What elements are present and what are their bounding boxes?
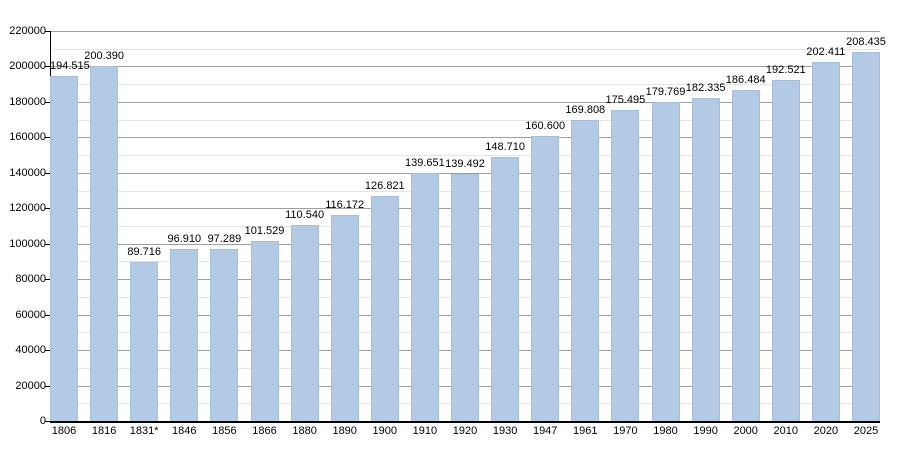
bar-value-label: 101.529 xyxy=(244,225,285,238)
y-tick-label: 0 xyxy=(39,415,46,427)
bar-value-label: 200.390 xyxy=(84,49,124,62)
x-tick-label: 1866 xyxy=(252,425,277,437)
y-tick-label: 200000 xyxy=(9,60,46,73)
major-gridline xyxy=(50,31,880,32)
bar-value-label: 202.411 xyxy=(806,46,846,59)
bar-1990 xyxy=(691,97,720,421)
bar-value-label: 110.540 xyxy=(285,209,325,222)
x-tick-label: 2020 xyxy=(813,425,839,437)
bar-1961 xyxy=(571,119,600,421)
minor-gridline xyxy=(50,155,880,157)
y-axis-tick xyxy=(45,243,50,245)
bar-value-label: 139.492 xyxy=(445,157,485,170)
bar-1856 xyxy=(210,248,239,421)
major-gridline xyxy=(50,66,880,68)
x-tick-label: 1856 xyxy=(212,425,237,437)
y-tick-label: 220000 xyxy=(9,25,46,37)
bar-2010 xyxy=(771,79,800,421)
x-tick-label: 1930 xyxy=(492,425,518,437)
bar-1816 xyxy=(90,65,119,421)
bar-value-label: 148.710 xyxy=(485,141,525,154)
x-tick-label: 2010 xyxy=(773,425,799,437)
y-tick-label: 120000 xyxy=(9,202,46,215)
x-axis-line xyxy=(50,421,880,423)
bar-value-label: 89.716 xyxy=(127,245,162,258)
x-tick-label: 1880 xyxy=(292,425,317,437)
x-tick-label: 1831* xyxy=(129,425,159,437)
bar-1846 xyxy=(170,249,199,421)
bar-2020 xyxy=(811,62,840,421)
x-tick-label: 1816 xyxy=(91,425,117,437)
x-tick-label: 2000 xyxy=(733,425,758,437)
minor-gridline xyxy=(50,48,880,50)
y-axis-tick xyxy=(45,172,50,174)
bar-1920 xyxy=(451,173,479,421)
y-tick-label: 140000 xyxy=(9,166,46,179)
y-axis-tick xyxy=(45,314,50,316)
bar-value-label: 126.821 xyxy=(364,180,405,193)
bar-value-label: 160.600 xyxy=(525,120,566,133)
y-tick-label: 180000 xyxy=(9,95,46,108)
bar-value-label: 208.435 xyxy=(846,35,886,48)
bar-2000 xyxy=(731,90,760,421)
bar-1866 xyxy=(250,241,279,421)
x-tick-label: 1980 xyxy=(653,425,678,437)
x-tick-label: 1947 xyxy=(532,425,558,437)
y-tick-label: 80000 xyxy=(15,273,46,286)
bar-value-label: 194.515 xyxy=(50,60,90,73)
bar-1880 xyxy=(290,225,319,421)
bar-1980 xyxy=(651,102,680,421)
bar-1806 xyxy=(50,76,78,421)
bar-1910 xyxy=(410,173,439,421)
bar-value-label: 175.495 xyxy=(605,93,646,106)
major-gridline xyxy=(50,101,880,103)
bar-value-label: 186.484 xyxy=(725,74,766,87)
bar-1900 xyxy=(370,196,399,421)
bar-1930 xyxy=(491,157,520,421)
x-tick-label: 1910 xyxy=(412,425,438,437)
bar-value-label: 169.808 xyxy=(565,103,606,116)
y-axis-tick xyxy=(45,137,50,139)
bar-value-label: 116.172 xyxy=(325,199,365,212)
minor-gridline xyxy=(50,84,880,86)
bar-1970 xyxy=(611,109,640,421)
y-tick-label: 20000 xyxy=(15,379,46,392)
bar-2025 xyxy=(852,51,880,421)
bar-1890 xyxy=(330,215,359,421)
bar-value-label: 96.910 xyxy=(167,233,202,246)
y-tick-label: 40000 xyxy=(15,344,46,357)
y-axis-tick xyxy=(45,279,50,281)
y-axis-tick xyxy=(45,421,50,422)
x-tick-label: 1890 xyxy=(332,425,357,437)
major-gridline xyxy=(50,172,880,174)
y-tick-label: 160000 xyxy=(9,131,46,144)
x-tick-label: 1846 xyxy=(172,425,197,437)
y-tick-label: 60000 xyxy=(15,308,46,321)
x-tick-label: 2025 xyxy=(853,425,879,437)
bar-value-label: 179.769 xyxy=(645,86,686,99)
y-axis-tick xyxy=(45,101,50,103)
y-axis-tick xyxy=(45,350,50,352)
bar-1831* xyxy=(130,261,159,421)
bar-value-label: 139.651 xyxy=(405,157,445,170)
y-axis-tick xyxy=(45,66,50,68)
x-tick-label: 1920 xyxy=(452,425,478,437)
x-tick-label: 1961 xyxy=(573,425,598,437)
y-axis-tick xyxy=(45,31,50,32)
bar-value-label: 97.289 xyxy=(207,232,242,245)
major-gridline xyxy=(50,137,880,139)
bar-1947 xyxy=(531,136,560,421)
x-tick-label: 1806 xyxy=(51,425,77,437)
y-tick-label: 100000 xyxy=(9,237,46,250)
y-axis-tick xyxy=(45,208,50,210)
y-axis-tick xyxy=(45,385,50,387)
x-tick-label: 1900 xyxy=(372,425,398,437)
bar-value-label: 182.335 xyxy=(685,81,726,94)
x-tick-label: 1990 xyxy=(693,425,718,437)
bar-value-label: 192.521 xyxy=(765,63,806,76)
minor-gridline xyxy=(50,119,880,121)
x-tick-label: 1970 xyxy=(613,425,638,437)
